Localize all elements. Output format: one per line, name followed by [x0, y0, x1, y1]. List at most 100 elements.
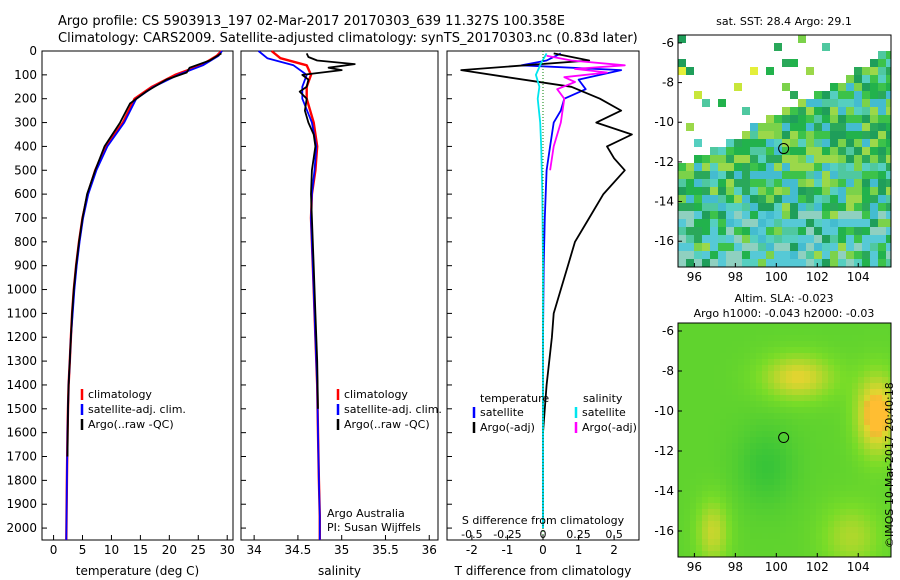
sla-map-field	[678, 323, 891, 557]
sla-cell	[780, 335, 786, 341]
sla-cell	[840, 533, 846, 539]
sla-cell	[762, 467, 768, 473]
sla-cell	[798, 353, 804, 359]
sla-cell	[864, 521, 870, 527]
sla-cell	[726, 515, 732, 521]
sst-cell	[766, 179, 774, 187]
sla-cell	[786, 413, 792, 419]
sla-cell	[798, 485, 804, 491]
sla-cell	[774, 515, 780, 521]
sla-cell	[780, 383, 786, 389]
sla-cell	[774, 473, 780, 479]
sla-cell	[690, 329, 696, 335]
sla-cell	[810, 509, 816, 515]
sla-cell	[780, 443, 786, 449]
sla-cell	[702, 467, 708, 473]
s-tick-label: 0.25	[566, 528, 591, 541]
sst-cell	[846, 195, 854, 203]
sst-cell	[718, 219, 726, 227]
sla-cell	[852, 497, 858, 503]
sst-cell	[798, 163, 806, 171]
sla-cell	[816, 371, 822, 377]
sla-cell	[750, 353, 756, 359]
sst-cell	[766, 203, 774, 211]
sla-cell	[882, 341, 888, 347]
sla-cell	[858, 389, 864, 395]
sla-cell	[876, 413, 882, 419]
sst-cell	[862, 203, 870, 211]
sla-map-frame	[677, 322, 892, 558]
sst-cell	[814, 139, 822, 147]
sla-cell	[744, 497, 750, 503]
sla-cell	[732, 383, 738, 389]
sla-cell	[852, 539, 858, 545]
sla-cell	[858, 551, 864, 557]
sla-cell	[786, 443, 792, 449]
sla-cell	[888, 527, 891, 533]
sla-cell	[750, 539, 756, 545]
sst-cell	[782, 107, 790, 115]
sst-cell	[798, 243, 806, 251]
sla-cell	[768, 515, 774, 521]
y-tick-label: 1900	[6, 497, 37, 511]
sla-cell	[714, 491, 720, 497]
sla-cell	[714, 335, 720, 341]
sst-cell	[702, 259, 710, 267]
sla-cell	[726, 347, 732, 353]
sla-cell	[888, 491, 891, 497]
sst-cell	[822, 139, 830, 147]
sla-cell	[858, 479, 864, 485]
sla-cell	[828, 497, 834, 503]
sla-cell	[696, 353, 702, 359]
sla-cell	[786, 449, 792, 455]
sst-cell	[822, 211, 830, 219]
sla-cell	[744, 371, 750, 377]
sst-cell	[766, 227, 774, 235]
series-line	[546, 54, 626, 171]
sla-cell	[858, 377, 864, 383]
sla-cell	[864, 503, 870, 509]
sla-cell	[870, 515, 876, 521]
sst-cell	[870, 195, 878, 203]
map-y-tick-label: -12	[654, 155, 674, 169]
sst-cell	[814, 259, 822, 267]
sst-cell	[782, 147, 790, 155]
legend-title: salinity	[583, 392, 623, 405]
sla-cell	[696, 467, 702, 473]
x-tick-label: 34.5	[285, 543, 312, 557]
sla-cell	[864, 497, 870, 503]
sst-cell	[726, 235, 734, 243]
sla-cell	[840, 473, 846, 479]
sla-cell	[684, 329, 690, 335]
sst-cell	[790, 171, 798, 179]
sst-cell	[790, 147, 798, 155]
sla-cell	[810, 377, 816, 383]
sst-cell	[814, 131, 822, 139]
sla-cell	[780, 413, 786, 419]
sla-cell	[816, 443, 822, 449]
sst-cell	[798, 35, 806, 43]
sla-cell	[822, 347, 828, 353]
sla-cell	[816, 455, 822, 461]
sla-cell	[768, 437, 774, 443]
sst-cell	[886, 211, 891, 219]
sst-cell	[694, 163, 702, 171]
sla-cell	[690, 491, 696, 497]
sla-cell	[798, 491, 804, 497]
sla-cell	[708, 539, 714, 545]
sst-cell	[862, 211, 870, 219]
sla-cell	[690, 425, 696, 431]
y-tick-label: 500	[14, 163, 37, 177]
sst-cell	[870, 99, 878, 107]
sst-cell	[774, 259, 782, 267]
sla-cell	[876, 521, 882, 527]
sla-cell	[750, 383, 756, 389]
sst-cell	[862, 227, 870, 235]
sla-cell	[720, 401, 726, 407]
y-tick-label: 700	[14, 211, 37, 225]
sla-cell	[690, 353, 696, 359]
sst-cell	[886, 219, 891, 227]
sla-cell	[840, 359, 846, 365]
sla-cell	[888, 479, 891, 485]
sla-cell	[876, 395, 882, 401]
